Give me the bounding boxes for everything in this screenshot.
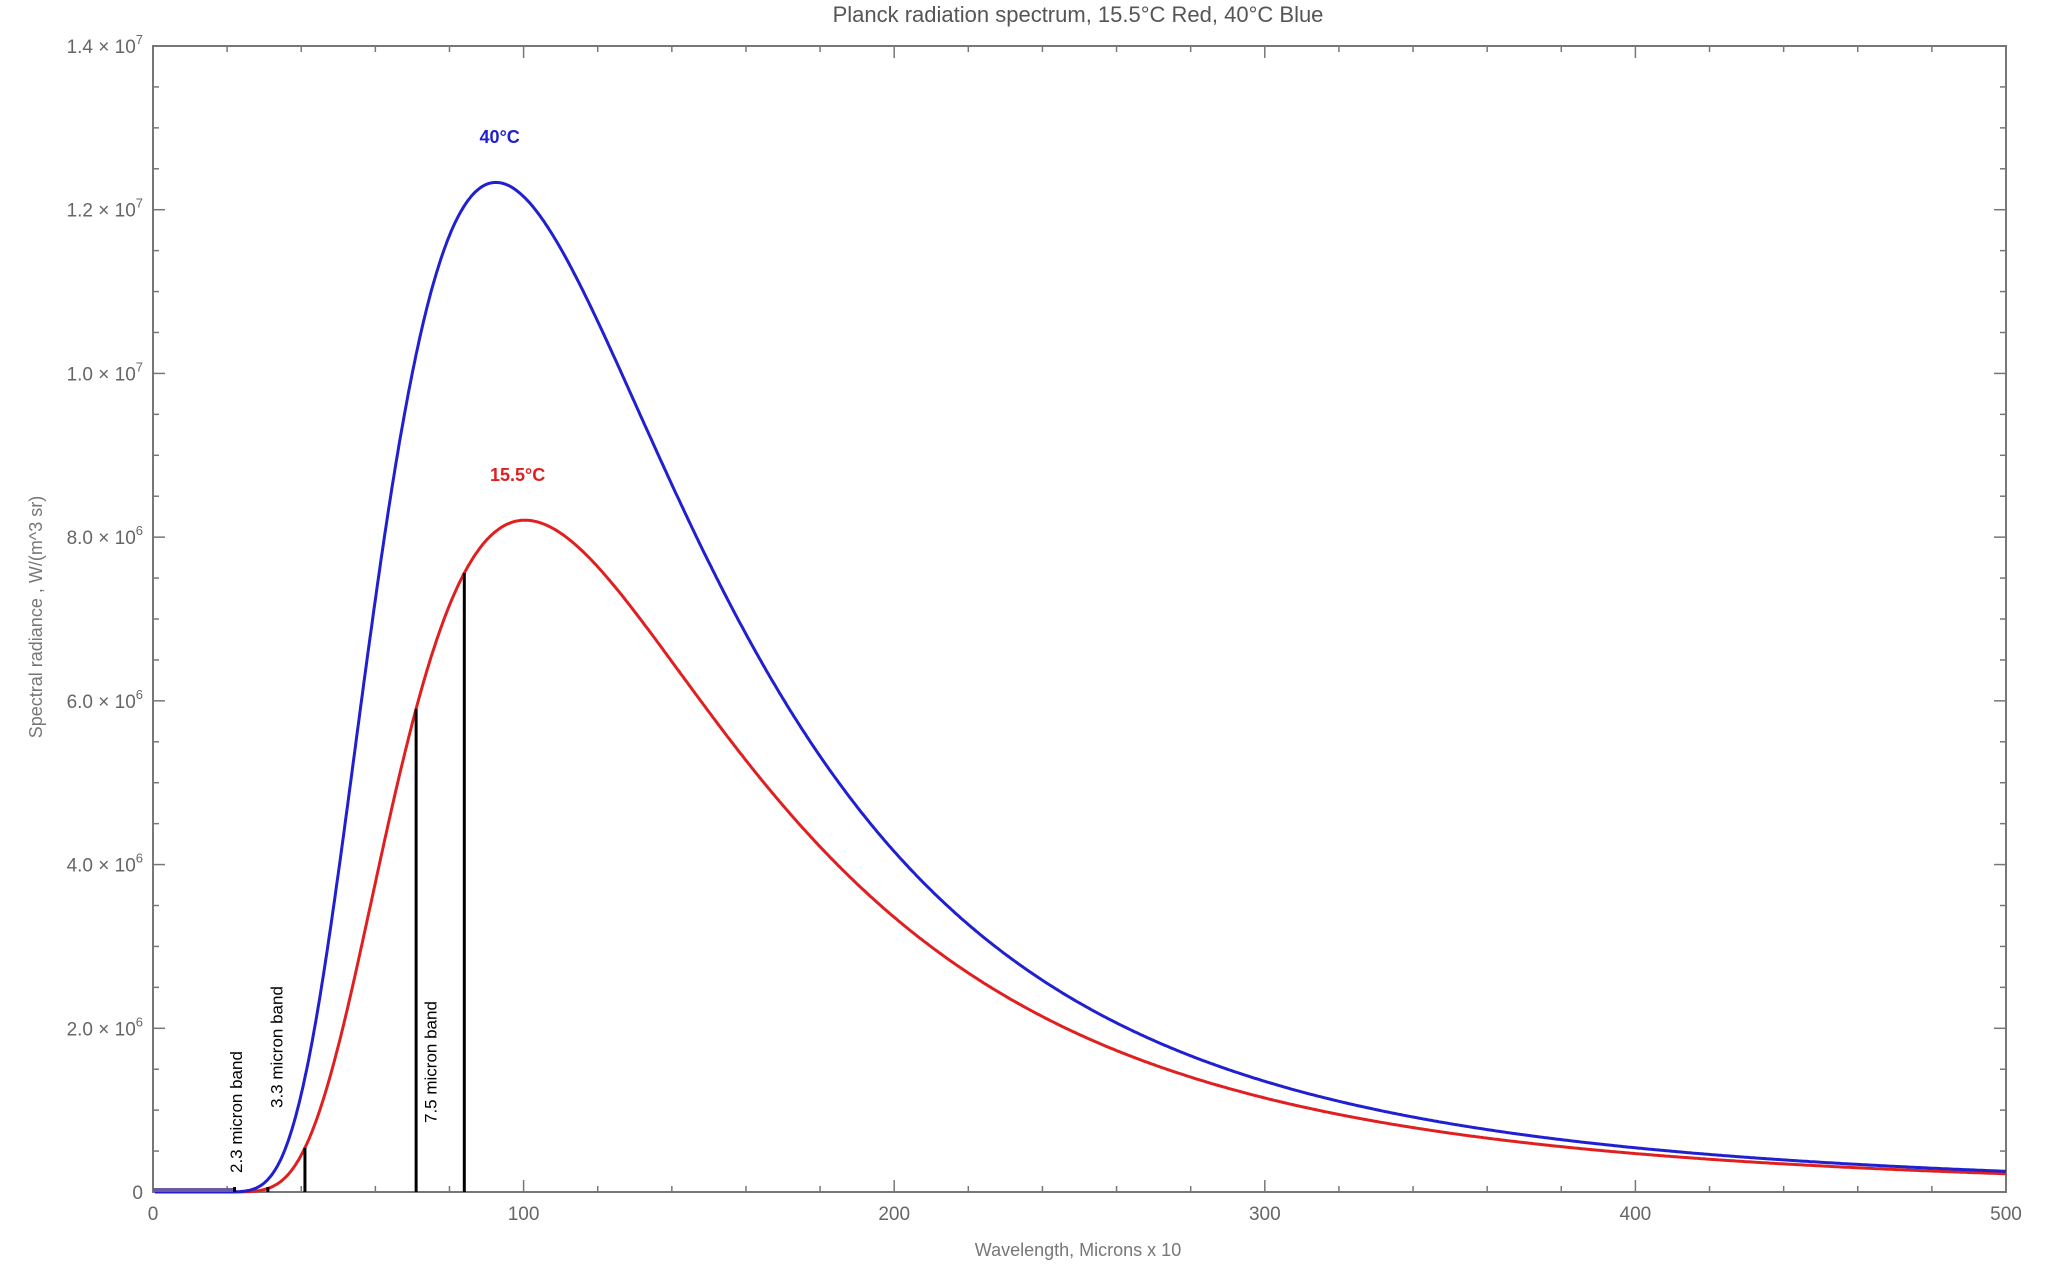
series-label: 40°C: [480, 127, 520, 147]
x-tick-label: 400: [1620, 1204, 1652, 1225]
x-axis-title: Wavelength, Microns x 10: [975, 1240, 1181, 1260]
x-tick-label: 300: [1249, 1204, 1281, 1225]
x-tick-label: 100: [508, 1204, 540, 1225]
y-tick-label: 1.4 × 107: [67, 32, 143, 58]
x-tick-label: 0: [148, 1204, 159, 1225]
y-axis-title: Spectral radiance , W/(m^3 sr): [26, 496, 46, 739]
series-line-40C: [154, 180, 2007, 1194]
axes: 0 100 200 300 400 500 0 2.0 × 106 4.0 × 106 6.0 ×…: [67, 32, 2022, 1225]
y-tick-label: 1.2 × 107: [67, 196, 143, 222]
y-tick-label: 4.0 × 106: [67, 851, 143, 877]
band-annotation: 3.3 micron band: [268, 986, 287, 1108]
series-label: 15.5°C: [490, 465, 545, 485]
band-annotation: 2.3 micron band: [227, 1051, 246, 1173]
y-tick-label: 1.0 × 107: [67, 359, 143, 385]
marks: 2.3 micron band 3.3 micron band 7.5 micron…: [153, 127, 2007, 1194]
y-tick-label: 2.0 × 106: [67, 1014, 143, 1040]
y-tick-label: 8.0 × 106: [67, 523, 143, 549]
chart-title: Planck radiation spectrum, 15.5°C Red, 4…: [833, 2, 1324, 27]
x-tick-label: 500: [1990, 1204, 2022, 1225]
band-annotation: 7.5 micron band: [422, 1001, 441, 1123]
y-tick-label: 0: [132, 1183, 143, 1204]
x-tick-label: 200: [878, 1204, 910, 1225]
y-tick-label: 6.0 × 106: [67, 687, 143, 713]
